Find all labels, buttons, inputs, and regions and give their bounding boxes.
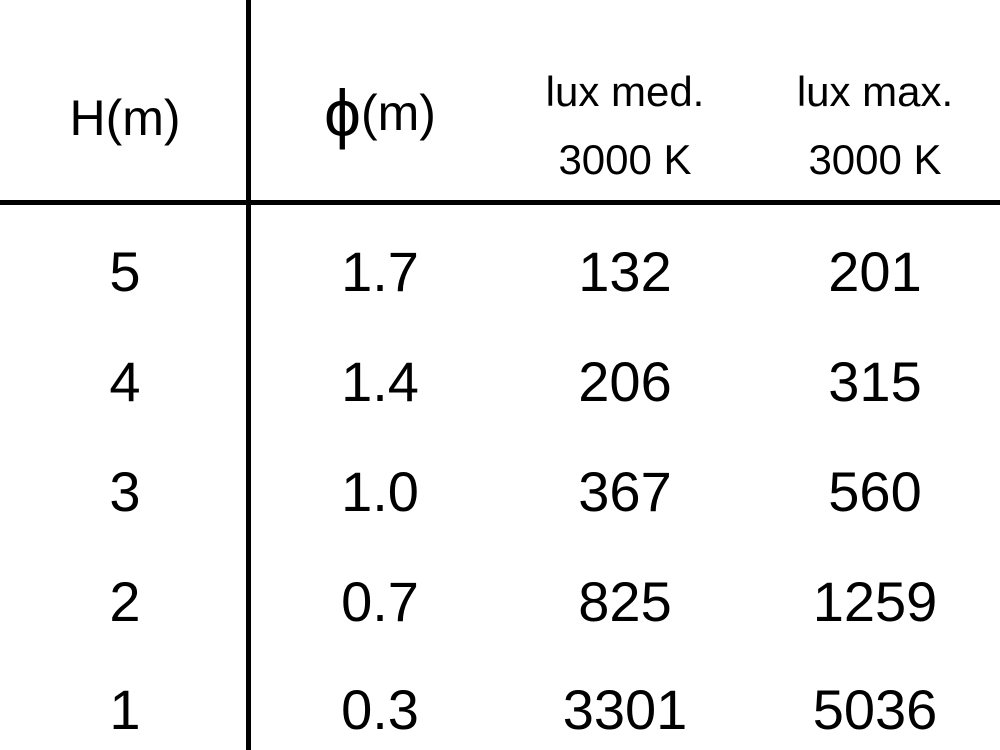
cell-height: 1 bbox=[109, 678, 141, 741]
cell-height: 2 bbox=[109, 570, 141, 633]
cell-lux-max: 560 bbox=[828, 460, 922, 523]
cell-height: 4 bbox=[109, 350, 141, 413]
cell-lux-max: 5036 bbox=[812, 678, 938, 741]
cell-lux-med: 206 bbox=[578, 350, 672, 413]
header-divider bbox=[0, 200, 1000, 205]
phi-symbol: ϕ bbox=[324, 76, 361, 150]
cell-lux-med: 367 bbox=[578, 460, 672, 523]
cell-diameter: 1.7 bbox=[341, 240, 419, 303]
header-diameter: ϕ(m) bbox=[255, 80, 505, 146]
cell-lux-max: 315 bbox=[828, 350, 922, 413]
header-lux-max-line1: lux max. bbox=[796, 68, 954, 115]
cell-diameter: 0.3 bbox=[341, 678, 419, 741]
cell-height: 3 bbox=[109, 460, 141, 523]
cell-lux-max: 201 bbox=[828, 240, 922, 303]
header-diameter-unit: (m) bbox=[361, 85, 436, 141]
cell-diameter: 1.0 bbox=[341, 460, 419, 523]
column-divider bbox=[246, 0, 251, 750]
cell-diameter: 0.7 bbox=[341, 570, 419, 633]
header-lux-med-line2: 3000 K bbox=[558, 136, 692, 183]
cell-lux-med: 3301 bbox=[562, 678, 688, 741]
cell-lux-med: 132 bbox=[578, 240, 672, 303]
header-lux-med: lux med. 3000 K bbox=[500, 58, 750, 194]
header-height: H(m) bbox=[69, 90, 181, 146]
cell-lux-med: 825 bbox=[578, 570, 672, 633]
header-lux-med-line1: lux med. bbox=[545, 68, 705, 115]
cell-diameter: 1.4 bbox=[341, 350, 419, 413]
header-lux-max-line2: 3000 K bbox=[808, 136, 942, 183]
cell-height: 5 bbox=[109, 240, 141, 303]
header-lux-max: lux max. 3000 K bbox=[750, 58, 1000, 194]
cell-lux-max: 1259 bbox=[812, 570, 938, 633]
